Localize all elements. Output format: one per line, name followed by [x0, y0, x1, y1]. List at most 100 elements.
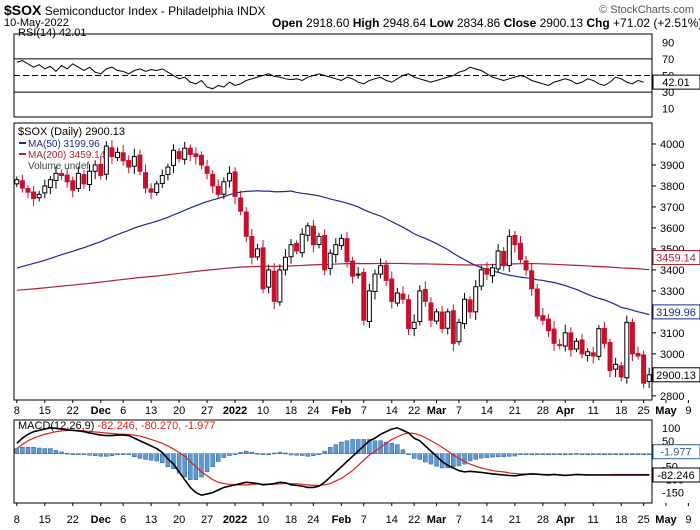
candle-body [383, 264, 389, 281]
macd-hist-bar [574, 453, 579, 455]
macd-x-label: Feb [332, 514, 352, 526]
candle-body [512, 234, 518, 246]
price-x-label: 7 [361, 405, 367, 417]
price-tag-box [652, 249, 700, 265]
macd-hist-bar [529, 453, 534, 455]
price-x-label: Dec [91, 405, 111, 417]
candle-body [490, 267, 495, 277]
candle-body [366, 290, 372, 323]
price-x-label: 10 [257, 405, 269, 417]
macd-hist-bar [428, 453, 434, 465]
macd-hist-bar [160, 453, 165, 464]
candle-body [445, 311, 451, 329]
candle-body [635, 352, 641, 357]
macd-hist-bar [523, 453, 529, 455]
macd-hist-bar [48, 448, 53, 454]
candle-body [529, 270, 535, 290]
macd-hist-bar [473, 453, 478, 460]
candle-body [411, 321, 417, 329]
price-tag: 3199.96 [656, 307, 696, 319]
price-legend: $SOX (Daily) 2900.13 [18, 126, 125, 138]
candle-body [400, 293, 406, 300]
macd-hist-bar [406, 453, 411, 455]
macd-hist-bar [411, 453, 417, 459]
price-tick-label: 3000 [660, 349, 684, 361]
macd-hist-bar [641, 453, 646, 455]
macd-hist-bar [417, 453, 422, 460]
low-label: Low [429, 16, 454, 30]
candle-body [551, 328, 557, 344]
candle-body [87, 170, 93, 185]
macd-legend-name: MACD(12,26,9) [18, 420, 97, 432]
symbol: $SOX [4, 2, 42, 18]
candle-body [618, 365, 624, 378]
price-x-label: 6 [120, 405, 126, 417]
candle-body [92, 164, 98, 172]
price-x-label: 13 [145, 405, 157, 417]
macd-hist-bar [25, 446, 31, 454]
price-x-label: 9 [685, 405, 691, 417]
candle-body [254, 248, 260, 258]
macd-x-label: 20 [173, 514, 185, 526]
price-tick-label: 3800 [660, 181, 684, 193]
candle-body [210, 173, 216, 187]
candle-body [333, 244, 339, 256]
candle-body [232, 171, 238, 197]
candle-body [47, 179, 53, 188]
candle-body [434, 311, 440, 322]
candle-body [585, 351, 591, 357]
macd-hist-bar [104, 453, 109, 457]
candle-body [361, 271, 367, 321]
macd-x-label: 6 [120, 514, 126, 526]
macd-hist-bar [350, 439, 355, 454]
macd-x-label: Apr [556, 514, 576, 526]
candle-body [70, 180, 76, 191]
candle-body [562, 332, 568, 347]
price-tag: 2900.13 [656, 370, 696, 382]
macd-hist-bar [484, 453, 490, 458]
macd-hist-bar [20, 446, 25, 454]
macd-legend: MACD(12,26,9) -82.246, -80.270, -1.977 [18, 420, 216, 432]
price-panel [13, 122, 653, 401]
price-x-label: 18 [285, 405, 297, 417]
candle-body [316, 235, 322, 246]
macd-hist-bar [299, 453, 305, 456]
candle-body [517, 242, 523, 260]
candle-body [266, 269, 272, 288]
macd-hist-bar [423, 453, 428, 463]
macd-hist-bar [92, 453, 98, 457]
macd-hist-bar [372, 440, 378, 454]
candle-body [171, 149, 176, 166]
price-tick-label: 3400 [660, 265, 684, 277]
candle-body [103, 145, 109, 175]
macd-hist-bar [512, 453, 518, 457]
chg-value: +71.02 (+2.51%) [613, 16, 700, 30]
macd-hist-bar [294, 453, 299, 456]
macd-hist-bar [188, 453, 193, 480]
close-label: Close [503, 16, 537, 30]
macd-hist-bar [607, 453, 613, 455]
macd-hist-bar [535, 453, 540, 455]
macd-x-label: 8 [14, 514, 20, 526]
macd-hist-bar [389, 443, 395, 454]
macd-x-label: 18 [285, 514, 297, 526]
macd-tag-box [652, 467, 700, 483]
macd-hist-bar [59, 451, 64, 454]
macd-hist-bar [333, 444, 339, 454]
candle-body [14, 179, 20, 185]
price-x-label: May [655, 405, 677, 417]
candle-body [506, 235, 512, 266]
macd-hist-tag: -1.977 [660, 447, 691, 459]
candle-body [624, 321, 630, 379]
candle-body [422, 288, 428, 302]
macd-hist-bar [42, 448, 48, 454]
macd-x-label: Dec [91, 514, 111, 526]
macd-x-label: 24 [307, 514, 319, 526]
candle-body [372, 273, 378, 293]
macd-hist-bar [154, 453, 159, 462]
macd-hist-bar [383, 441, 389, 454]
macd-hist-bar [445, 453, 450, 469]
macd-hist-bar [14, 448, 20, 454]
price-x-label: 15 [39, 405, 51, 417]
macd-hist-bar [53, 450, 59, 454]
